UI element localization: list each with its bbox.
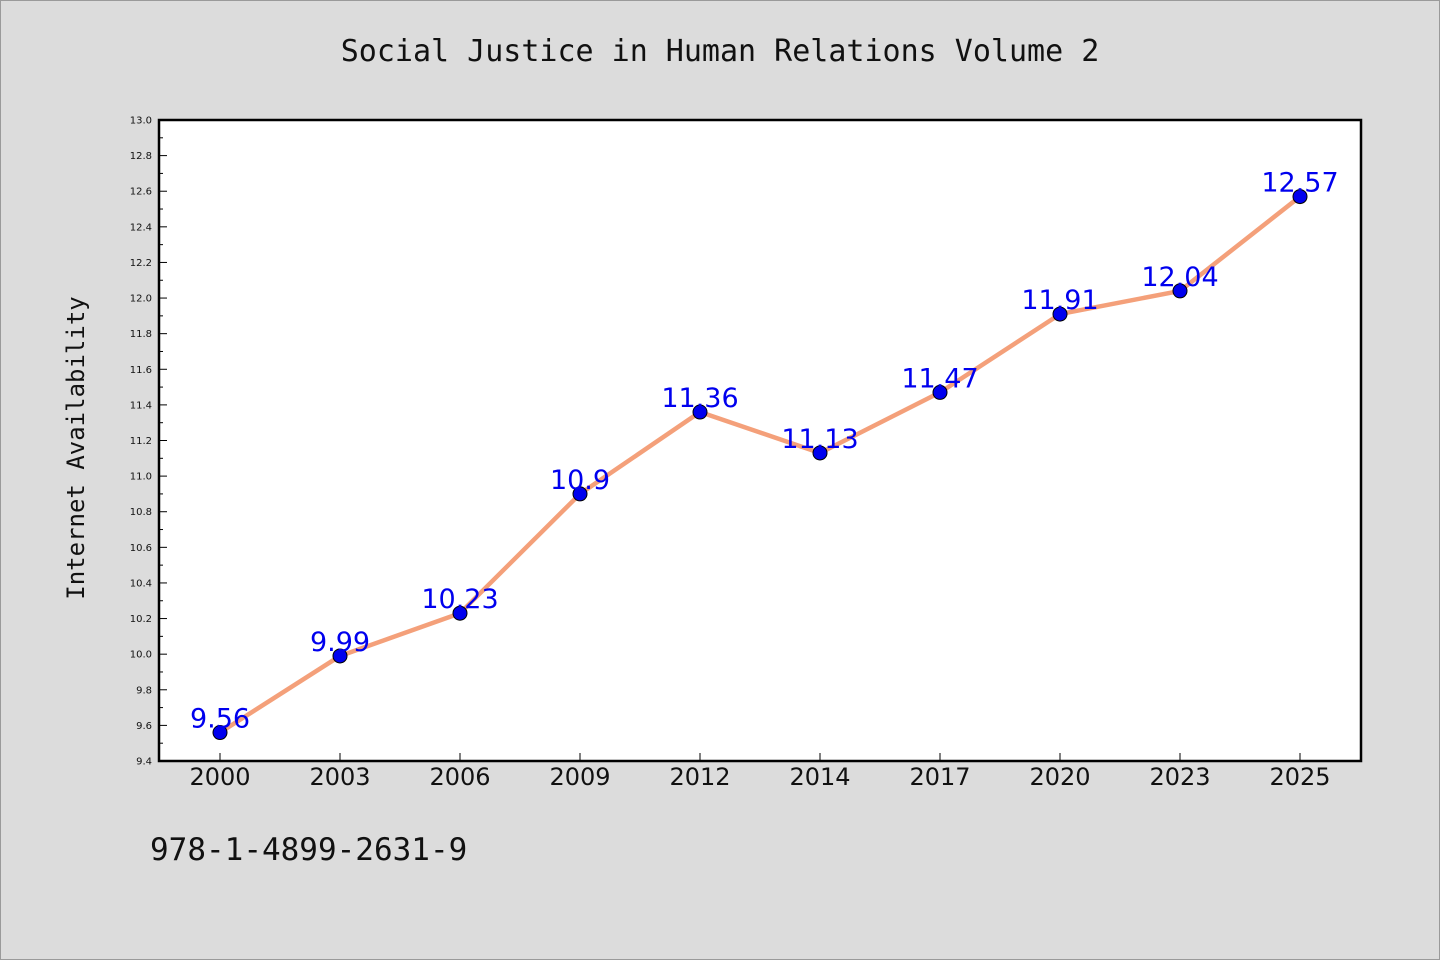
data-label: 11.36	[661, 383, 738, 414]
x-tick-label: 2009	[549, 763, 610, 791]
data-label: 11.47	[901, 363, 978, 394]
data-label: 10.23	[421, 584, 498, 615]
data-point	[692, 404, 708, 420]
y-tick-label: 9.6	[136, 721, 152, 732]
data-label: 10.9	[550, 465, 610, 496]
y-tick-label: 11.6	[130, 365, 152, 376]
y-tick-label: 11.0	[130, 472, 152, 483]
data-point	[1172, 283, 1188, 299]
data-label: 9.99	[310, 627, 370, 658]
data-point	[932, 384, 948, 400]
y-tick-label: 12.4	[130, 222, 152, 233]
x-tick-label: 2023	[1149, 763, 1210, 791]
y-axis: 9.4 9.6 9.8 10.0 10.2 10.4 10.6 10.8 11.0 11.2 11.…	[130, 116, 167, 768]
data-point	[1052, 306, 1068, 322]
data-label: 12.57	[1261, 168, 1338, 199]
x-tick-label: 2000	[189, 763, 250, 791]
y-tick-label: 12.2	[130, 258, 152, 269]
isbn-text: 978-1-4899-2631-9	[150, 832, 468, 868]
y-tick-label: 9.4	[136, 757, 152, 768]
x-tick-label: 2012	[669, 763, 730, 791]
x-axis: 2000 2003 2006 2009 2012 2014 2017 2020 2023 2025	[189, 753, 1331, 791]
y-tick-label: 12.8	[130, 151, 152, 162]
data-point	[812, 445, 828, 461]
y-tick-label: 13.0	[130, 116, 152, 127]
x-tick-label: 2025	[1269, 763, 1330, 791]
y-tick-label: 12.6	[130, 187, 152, 198]
y-tick-label: 10.0	[130, 650, 152, 661]
y-tick-label: 9.8	[136, 685, 152, 696]
data-point	[1292, 189, 1308, 205]
data-point	[452, 605, 468, 621]
data-point	[212, 725, 228, 741]
y-tick-label: 11.2	[130, 436, 152, 447]
plot-area	[157, 118, 1363, 763]
x-tick-label: 2020	[1029, 763, 1090, 791]
data-point	[572, 486, 588, 502]
y-tick-label: 10.2	[130, 614, 152, 625]
x-tick-label: 2006	[429, 763, 490, 791]
x-tick-label: 2017	[909, 763, 970, 791]
data-label: 12.04	[1141, 262, 1218, 293]
x-tick-label: 2014	[789, 763, 850, 791]
data-point	[332, 648, 348, 664]
y-tick-label: 11.8	[130, 329, 152, 340]
data-label: 11.13	[781, 424, 858, 455]
chart-title: Social Justice in Human Relations Volume…	[340, 34, 1100, 69]
y-tick-label: 10.6	[130, 543, 152, 554]
series-line	[218, 194, 1302, 735]
y-tick-label: 12.0	[130, 294, 152, 305]
y-tick-label: 11.4	[130, 400, 152, 411]
y-axis-label: Internet Availability	[62, 296, 90, 599]
y-tick-label: 10.4	[130, 578, 152, 589]
y-tick-label: 10.8	[130, 507, 152, 518]
data-label: 9.56	[190, 704, 250, 735]
x-tick-label: 2003	[309, 763, 370, 791]
series-group: 9.56 9.99 10.23 10.9 11.36 11.13 11.47 11.91 12.…	[190, 168, 1339, 741]
data-label: 11.91	[1021, 285, 1098, 316]
